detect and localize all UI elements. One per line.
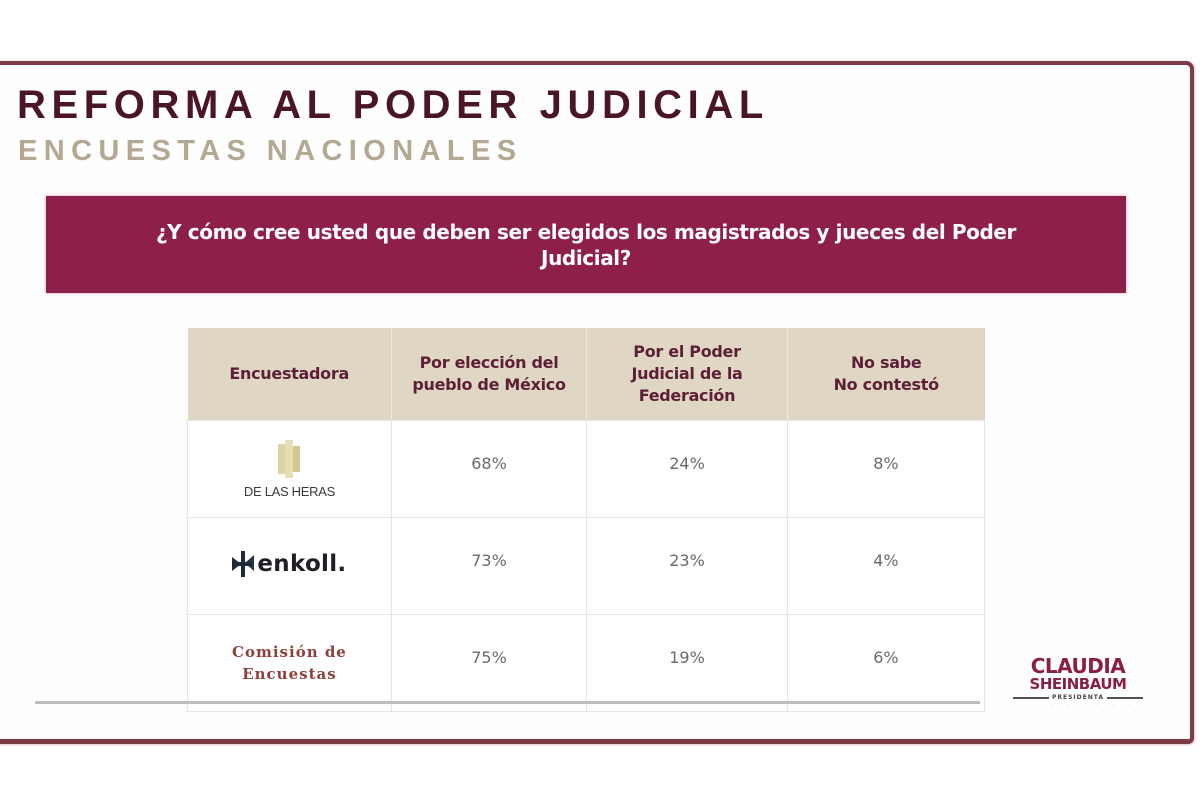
brand-role: PRESIDENTA: [1013, 694, 1144, 701]
enkoll-logo: enkoll.: [232, 551, 346, 577]
pollster-cell: Comisión de Encuestas: [187, 614, 392, 712]
cell-poder-judicial: 23%: [586, 517, 788, 615]
slide-subtitle: ENCUESTAS NACIONALES: [18, 135, 523, 167]
cell-poder-judicial: 19%: [586, 614, 788, 712]
cell-eleccion-pueblo: 75%: [390, 614, 588, 712]
cell-poder-judicial: 24%: [586, 420, 788, 518]
header-no-sabe: No sabe No contestó: [787, 328, 985, 421]
pollster-cell: DE LAS HERAS: [187, 420, 392, 518]
cell-eleccion-pueblo: 73%: [390, 517, 588, 615]
table-header-row: Encuestadora Por elección del pueblo de …: [187, 328, 985, 421]
header-encuestadora: Encuestadora: [187, 328, 392, 421]
table-row: enkoll. 73% 23% 4%: [187, 517, 986, 615]
header-poder-judicial: Por el Poder Judicial de la Federación: [586, 328, 788, 421]
enkoll-mark-icon: [232, 551, 255, 577]
table-row: Comisión de Encuestas 75% 19% 6%: [187, 614, 986, 712]
cell-eleccion-pueblo: 68%: [390, 420, 588, 518]
de-las-heras-mark-icon: [276, 439, 302, 478]
cell-no-sabe: 6%: [786, 614, 986, 712]
cell-no-sabe: 8%: [786, 420, 986, 518]
claudia-sheinbaum-logo: CLAUDIA SHEINBAUM PRESIDENTA · · · · · ·…: [1013, 654, 1144, 709]
poll-results-table: Encuestadora Por elección del pueblo de …: [187, 328, 986, 712]
brand-dots: · · · · · · · ·: [1021, 703, 1135, 709]
question-banner: ¿Y cómo cree usted que deben ser elegido…: [46, 196, 1126, 293]
table-row: DE LAS HERAS 68% 24% 8%: [187, 420, 986, 518]
pollster-cell: enkoll.: [187, 517, 392, 615]
brand-name-first: CLAUDIA: [1030, 654, 1126, 678]
cell-no-sabe: 4%: [786, 517, 986, 615]
footer-divider: [35, 701, 980, 704]
slide-title: REFORMA AL PODER JUDICIAL: [17, 83, 769, 127]
question-text: ¿Y cómo cree usted que deben ser elegido…: [155, 219, 1017, 270]
comision-de-encuestas-logo: Comisión de Encuestas: [232, 643, 347, 683]
header-eleccion-pueblo: Por elección del pueblo de México: [391, 328, 588, 421]
brand-name-last: SHEINBAUM: [1029, 675, 1127, 693]
de-las-heras-logo: DE LAS HERAS: [244, 439, 335, 499]
